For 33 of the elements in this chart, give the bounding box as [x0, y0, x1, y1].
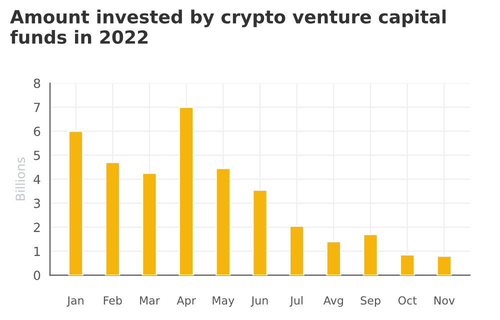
x-tick-label: Mar: [140, 296, 160, 305]
bar: [362, 234, 378, 276]
x-tick-label: Jun: [250, 296, 268, 307]
y-tick-label: 1: [34, 246, 40, 256]
y-tick-label: 3: [34, 198, 40, 208]
y-axis-title: Billions: [15, 158, 26, 200]
bar: [178, 106, 194, 276]
x-tick-label: Jul: [290, 296, 303, 307]
x-tick-label: Feb: [104, 296, 122, 305]
bar: [436, 255, 452, 276]
bar: [142, 172, 158, 276]
x-tick-label: Nov: [434, 296, 455, 305]
bar: [215, 168, 231, 276]
chart-title: Amount invested by crypto venture capital funds in 2022: [10, 10, 446, 44]
x-tick-label: May: [212, 296, 234, 307]
y-tick-label: 5: [34, 150, 40, 160]
y-tick-label: 8: [34, 78, 40, 88]
x-tick-label: Oct: [398, 296, 417, 305]
bar: [400, 254, 416, 276]
bar: [252, 189, 268, 276]
bar: [289, 225, 305, 276]
x-tick-label: Jan: [66, 296, 84, 307]
y-tick-label: 0: [34, 270, 40, 280]
x-tick-label: Avg: [323, 296, 343, 307]
x-tick-label: Apr: [176, 296, 196, 307]
y-tick-label: 7: [34, 102, 40, 112]
bar: [326, 240, 342, 276]
bar: [104, 162, 120, 276]
y-tick-label: 2: [34, 222, 40, 232]
bar: [68, 130, 84, 276]
x-tick-label: Sep: [360, 296, 380, 307]
y-tick-label: 6: [34, 126, 40, 136]
y-tick-label: 4: [34, 174, 40, 184]
